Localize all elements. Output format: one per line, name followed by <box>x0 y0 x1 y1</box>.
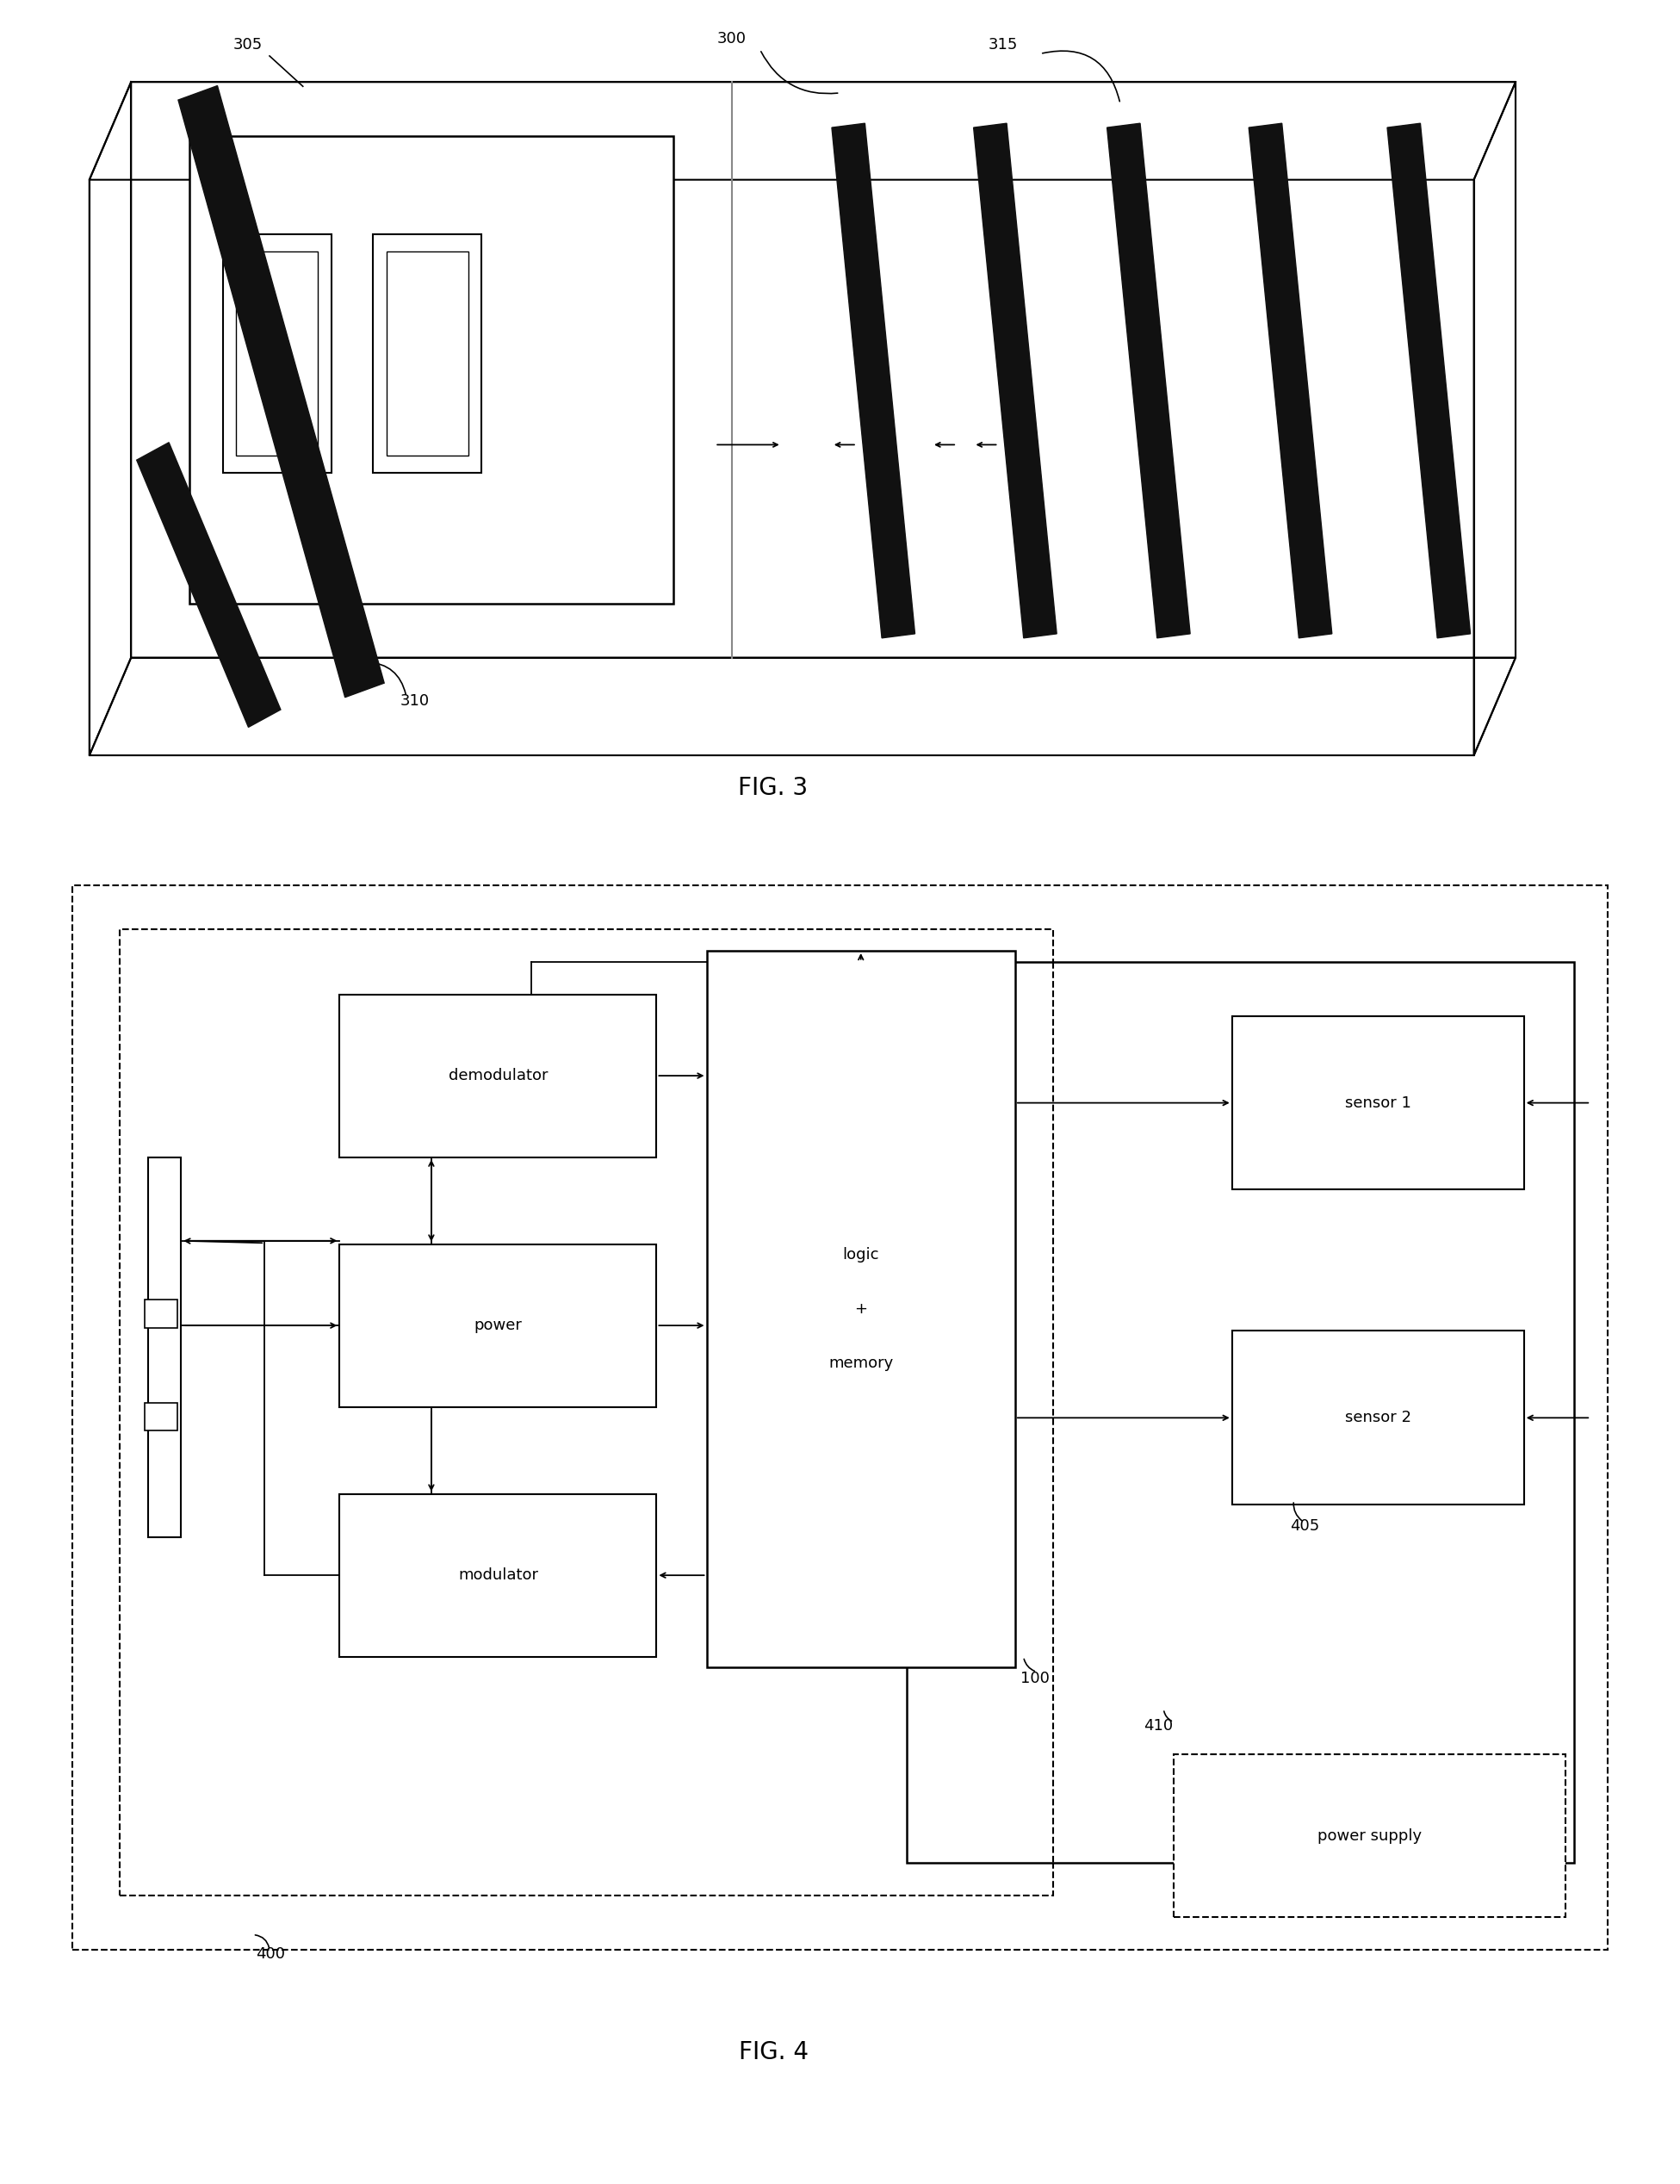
Text: +: + <box>855 1302 867 1317</box>
Text: 100: 100 <box>1020 1671 1050 1686</box>
Bar <box>223 234 331 474</box>
Polygon shape <box>1107 122 1189 638</box>
Bar <box>339 1494 657 1658</box>
Text: power supply: power supply <box>1317 1828 1421 1843</box>
Text: power: power <box>474 1317 522 1332</box>
Text: FIG. 3: FIG. 3 <box>738 775 808 799</box>
Bar <box>1231 1330 1524 1505</box>
Bar <box>373 234 482 474</box>
Polygon shape <box>136 443 281 727</box>
Bar <box>1174 1754 1566 1918</box>
Polygon shape <box>974 122 1057 638</box>
Polygon shape <box>832 122 916 638</box>
Text: demodulator: demodulator <box>449 1068 548 1083</box>
Text: 405: 405 <box>1290 1518 1320 1533</box>
Polygon shape <box>178 85 385 697</box>
Text: 310: 310 <box>400 692 430 710</box>
Text: 315: 315 <box>988 37 1018 52</box>
Bar <box>144 1299 178 1328</box>
Text: sensor 1: sensor 1 <box>1346 1094 1411 1112</box>
Bar <box>907 961 1574 1863</box>
Bar <box>148 1158 181 1538</box>
Bar <box>339 994 657 1158</box>
Bar <box>1231 1016 1524 1190</box>
Text: memory: memory <box>828 1356 894 1372</box>
Bar <box>119 928 1053 1896</box>
Bar <box>386 251 469 456</box>
Polygon shape <box>1248 122 1332 638</box>
Bar <box>237 251 318 456</box>
Text: 300: 300 <box>717 31 746 46</box>
Bar <box>190 135 674 603</box>
Text: 400: 400 <box>255 1946 286 1961</box>
Bar <box>339 1245 657 1406</box>
Bar <box>72 887 1608 1950</box>
Text: modulator: modulator <box>459 1568 538 1583</box>
Text: FIG. 4: FIG. 4 <box>739 2040 808 2064</box>
Bar <box>707 950 1015 1669</box>
Bar <box>144 1402 178 1431</box>
Text: sensor 2: sensor 2 <box>1344 1411 1411 1426</box>
Text: 410: 410 <box>1144 1719 1173 1734</box>
Text: logic: logic <box>843 1247 879 1262</box>
Polygon shape <box>1388 122 1470 638</box>
Text: 305: 305 <box>234 37 262 52</box>
